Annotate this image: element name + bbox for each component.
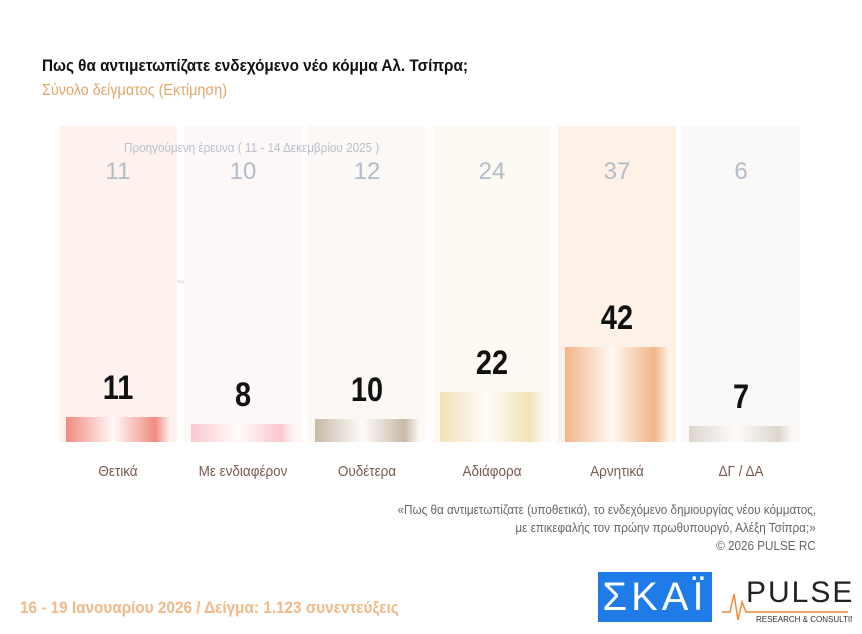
category-label: ΔΓ / ΔΑ [718,463,764,480]
value-label: 8 [234,375,252,414]
category-label: Αρνητικά [590,463,644,480]
column-background [308,126,426,442]
category-label: Αδιάφορα [462,463,522,480]
previous-value-label: 12 [353,158,381,185]
column-background [184,126,302,442]
value-label: 10 [350,371,384,410]
bar [440,392,545,442]
previous-value-label: 24 [478,158,506,185]
copyright: © 2026 PULSE RC [716,538,816,553]
value-label: 22 [475,344,509,383]
value-label: 7 [732,378,750,417]
value-label: 42 [600,299,634,337]
category-label: Με ενδιαφέρον [198,463,288,480]
column-background [682,126,800,442]
question-note-line1: «Πως θα αντιμετωπίζατε (υποθετικά), το ε… [397,502,816,517]
skai-logo: ΣΚΑΪ [598,572,712,622]
chart-subtitle: Σύνολο δείγματος (Εκτίμηση) [42,82,228,99]
svg-text:RESEARCH & CONSULTING: RESEARCH & CONSULTING [756,615,852,624]
previous-survey-label: Προηγούμενη έρευνα ( 11 - 14 Δεκεμβρίου … [124,140,380,155]
category-label: Ουδέτερα [337,463,397,480]
previous-value-label: 10 [229,158,257,185]
previous-value-label: 11 [105,158,131,185]
value-label: 11 [102,369,134,408]
question-note-line2: με επικεφαλής τον πρώην πρωθυπουργό, Αλέ… [515,520,816,535]
previous-value-label: 37 [603,158,631,185]
category-label: Θετικά [98,463,138,480]
column-background [59,126,177,442]
bar [689,426,794,442]
previous-value-label: 6 [734,158,748,185]
survey-footer: 16 - 19 Ιανουαρίου 2026 / Δείγμα: 1.123 … [20,598,399,617]
chart-title: Πως θα αντιμετωπίζατε ενδεχόμενο νέο κόμ… [42,56,469,75]
bar [565,347,670,442]
pulse-logo: PULSE RESEARCH & CONSULTING [720,572,862,624]
bar [66,417,171,442]
bar [315,419,420,442]
bar [191,423,296,442]
column-background [433,126,551,442]
svg-text:PULSE: PULSE [746,576,852,609]
